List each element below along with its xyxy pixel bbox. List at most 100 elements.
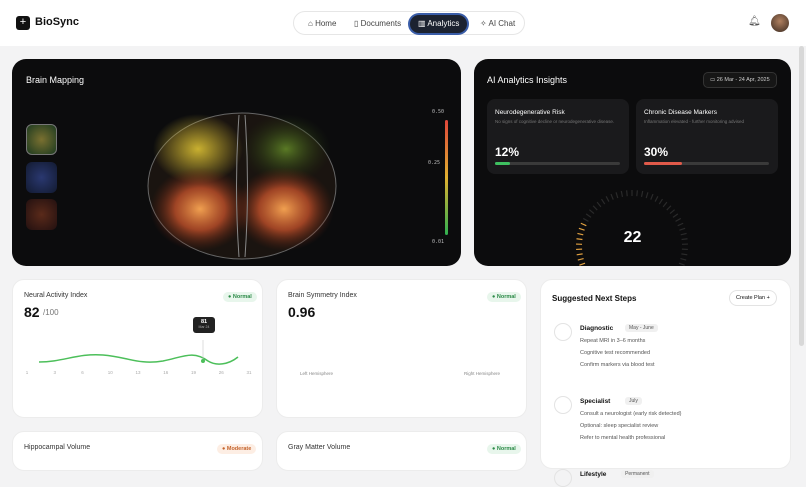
nav-label: Documents	[361, 19, 401, 28]
button-text: Create Plan	[736, 295, 765, 301]
badge-text: Normal	[233, 294, 252, 300]
scale-label: 0.25	[428, 160, 440, 166]
gauge-tick	[673, 214, 678, 217]
progress-track	[644, 162, 769, 165]
gray-card: Gray Matter Volume ● Normal	[276, 431, 527, 471]
gauge-tick	[581, 223, 586, 225]
score: 0.96	[288, 304, 315, 320]
x-tick-label: 19	[191, 370, 196, 375]
nav-label: Analytics	[427, 19, 459, 28]
step-item: Confirm markers via blood test	[580, 362, 655, 368]
step-icon	[554, 323, 572, 341]
nav-home[interactable]: ⌂ Home	[300, 15, 344, 33]
brand: BioSync	[35, 16, 79, 28]
gauge-tick	[627, 190, 628, 196]
gauge-tick	[579, 263, 585, 265]
x-tick-label: 10	[108, 370, 113, 375]
gauge-tick	[670, 210, 675, 214]
metric-text: Inflammation elevated - further monitori…	[644, 119, 769, 124]
gauge-tick	[659, 199, 662, 204]
nav-analytics[interactable]: ▥ Analytics	[410, 15, 467, 33]
gauge-tick	[577, 254, 583, 255]
status-badge: ● Normal	[487, 444, 521, 454]
date-text: 26 Mar - 24 Apr, 2025	[717, 77, 770, 83]
step-item: Cognitive test recommended	[580, 350, 650, 356]
scale-label: 0.01	[432, 239, 444, 245]
gauge-tick	[663, 202, 667, 207]
neural-card: Neural Activity Index ● Normal 82 /100 8…	[12, 279, 263, 418]
progress-fill	[495, 162, 510, 165]
metric-title: Neurodegenerative Risk	[495, 109, 565, 116]
gauge-tick	[586, 214, 591, 217]
gauge-value: 22	[474, 229, 791, 247]
gauge-tick	[578, 259, 584, 261]
scale-label: 0.50	[432, 109, 444, 115]
x-tick-label: 31	[246, 370, 251, 375]
step-name: Lifestyle	[580, 471, 606, 478]
step-tag: May - June	[625, 324, 658, 332]
status-badge: ● Moderate	[217, 444, 256, 454]
card-title: Suggested Next Steps	[552, 294, 636, 303]
bell[interactable]: 🔔︎	[748, 16, 761, 27]
badge-text: Normal	[497, 446, 516, 452]
nav-documents[interactable]: ▯ Documents	[346, 15, 409, 33]
step-icon	[554, 396, 572, 414]
metric-title: Chronic Disease Markers	[644, 109, 717, 116]
axis-label: Right Hemisphere	[464, 371, 500, 376]
step-item: Refer to mental health professional	[580, 435, 665, 441]
brain-card: Brain Mapping 0.50 0.25 0.01	[12, 59, 461, 266]
nav-label: Home	[315, 19, 336, 28]
step-item: Repeat MRI in 3–6 months	[580, 338, 645, 344]
gauge-tick	[637, 190, 638, 196]
gauge-tick	[593, 206, 597, 210]
score: 82	[24, 304, 40, 320]
gauge-tick	[646, 192, 648, 198]
step-tag: Permanent	[621, 470, 653, 478]
badge-text: Normal	[497, 294, 516, 300]
nav-bar: ⌂ Home ▯ Documents ▥ Analytics ✧ AI Chat	[293, 11, 525, 35]
x-tick-label: 3	[53, 370, 56, 375]
gauge-tick	[583, 218, 588, 221]
color-bar	[445, 120, 448, 235]
card-title: Brain Mapping	[26, 75, 84, 85]
thumbnail[interactable]	[26, 124, 57, 155]
card-title: AI Analytics Insights	[487, 75, 567, 85]
x-tick-label: 6	[81, 370, 84, 375]
create-plan-button[interactable]: Create Plan +	[729, 290, 777, 306]
gauge-tick	[667, 206, 671, 210]
x-tick-label: 1	[26, 370, 29, 375]
brain-map	[142, 109, 342, 269]
x-tick-label: 16	[163, 370, 168, 375]
x-tick-label: 13	[135, 370, 140, 375]
scrollbar[interactable]	[799, 46, 804, 346]
thumbnail[interactable]	[26, 162, 57, 193]
gauge-tick	[679, 263, 685, 265]
axis-label: Left Hemisphere	[300, 371, 333, 376]
tooltip-date: Mar 24	[193, 325, 215, 329]
gauge-tick	[678, 223, 683, 225]
status-badge: ● Normal	[487, 292, 521, 302]
hippocampal-card: Hippocampal Volume ● Moderate	[12, 431, 263, 471]
metric-value: 12%	[495, 145, 519, 159]
step-item: Consult a neurologist (early risk detect…	[580, 411, 682, 417]
progress-track	[495, 162, 620, 165]
nav-label: AI Chat	[488, 19, 515, 28]
thumbnail[interactable]	[26, 199, 57, 230]
insights-card: AI Analytics Insights ▭ 26 Mar - 24 Apr,…	[474, 59, 791, 266]
gauge-tick	[601, 199, 604, 204]
gauge-tick	[676, 218, 681, 221]
tooltip: 81 Mar 24	[193, 317, 215, 333]
step-tag: July	[625, 397, 642, 405]
avatar[interactable]	[771, 14, 789, 32]
gauge	[572, 184, 692, 266]
steps-card: Suggested Next Steps Create Plan + Diagn…	[540, 279, 791, 469]
gauge-tick	[611, 194, 613, 200]
card-title: Neural Activity Index	[24, 292, 87, 299]
metric-card: Chronic Disease Markers Inflammation ele…	[636, 99, 778, 174]
activity-line	[33, 335, 243, 375]
page: + BioSync ⌂ Home ▯ Documents ▥ Analytics…	[0, 0, 806, 457]
metric-card: Neurodegenerative Risk No signs of cogni…	[487, 99, 629, 174]
metric-text: No signs of cognitive decline or neurode…	[495, 119, 615, 124]
date-picker[interactable]: ▭ 26 Mar - 24 Apr, 2025	[703, 72, 777, 88]
nav-ai-chat[interactable]: ✧ AI Chat	[472, 15, 523, 33]
